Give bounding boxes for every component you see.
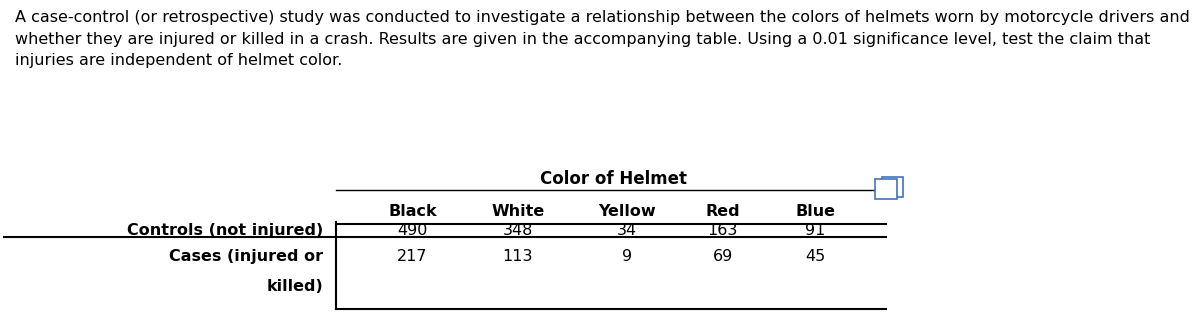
Text: 45: 45 xyxy=(805,249,826,264)
Text: Red: Red xyxy=(706,204,740,219)
Text: 348: 348 xyxy=(503,223,533,238)
Text: Controls (not injured): Controls (not injured) xyxy=(127,223,323,238)
Text: 34: 34 xyxy=(617,223,637,238)
Text: 91: 91 xyxy=(805,223,826,238)
Text: 217: 217 xyxy=(397,249,427,264)
Text: Yellow: Yellow xyxy=(598,204,655,219)
FancyBboxPatch shape xyxy=(882,177,904,197)
Text: killed): killed) xyxy=(266,279,323,294)
Text: Cases (injured or: Cases (injured or xyxy=(169,249,323,264)
Text: 9: 9 xyxy=(622,249,632,264)
Text: Black: Black xyxy=(388,204,437,219)
Text: White: White xyxy=(491,204,545,219)
Text: 113: 113 xyxy=(503,249,533,264)
Text: 490: 490 xyxy=(397,223,427,238)
Text: Blue: Blue xyxy=(796,204,835,219)
Text: Color of Helmet: Color of Helmet xyxy=(540,171,688,188)
Text: A case-control (or retrospective) study was conducted to investigate a relations: A case-control (or retrospective) study … xyxy=(16,10,1190,69)
FancyBboxPatch shape xyxy=(875,179,896,199)
Text: 69: 69 xyxy=(713,249,733,264)
Text: 163: 163 xyxy=(708,223,738,238)
